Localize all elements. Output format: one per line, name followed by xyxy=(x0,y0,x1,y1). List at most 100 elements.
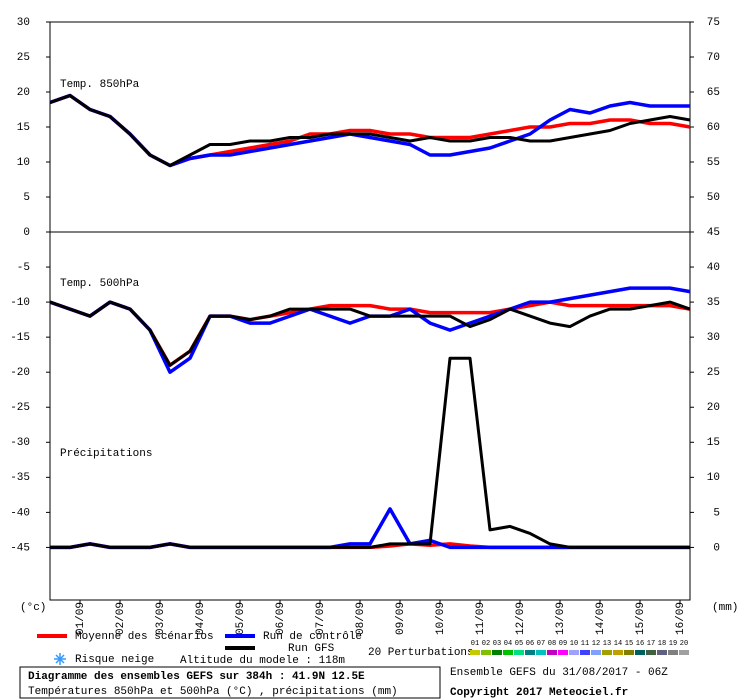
perturbation-swatch xyxy=(591,650,601,655)
run-info: Ensemble GEFS du 31/08/2017 - 06Z xyxy=(450,667,668,679)
x-tick-label: 10/09 xyxy=(435,602,447,635)
perturbation-swatch xyxy=(657,650,667,655)
y2-tick-label: 40 xyxy=(707,262,720,274)
legend-label: Moyenne des scénarios xyxy=(75,631,214,643)
chart-subtitle: Températures 850hPa et 500hPa (°C) , pré… xyxy=(28,686,398,698)
y2-tick-label: 35 xyxy=(707,297,720,309)
altitude-label: Altitude du modele : 118m xyxy=(180,655,345,667)
perturbation-number: 04 xyxy=(504,640,512,648)
x-tick-label: 11/09 xyxy=(475,602,487,635)
x-tick-label: 16/09 xyxy=(675,602,687,635)
perturbations-title: 20 Perturbations xyxy=(368,647,474,659)
y2-tick-label: 30 xyxy=(707,332,720,344)
perturbation-swatch xyxy=(668,650,678,655)
x-tick-label: 05/09 xyxy=(235,602,247,635)
y-tick-label: -30 xyxy=(10,437,30,449)
y2-tick-label: 75 xyxy=(707,17,720,29)
x-tick-label: 14/09 xyxy=(595,602,607,635)
perturbation-number: 01 xyxy=(471,640,479,648)
y-tick-label: 15 xyxy=(17,122,30,134)
y-tick-label: -10 xyxy=(10,297,30,309)
series-line xyxy=(49,286,691,374)
perturbation-number: 13 xyxy=(603,640,611,648)
y-tick-label: -15 xyxy=(10,332,30,344)
y2-tick-label: 45 xyxy=(707,227,720,239)
y2-tick-label: 25 xyxy=(707,367,720,379)
perturbation-swatch xyxy=(613,650,623,655)
y-tick-label: -45 xyxy=(10,542,30,554)
perturbation-swatch xyxy=(525,650,535,655)
panel-label: Temp. 500hPa xyxy=(60,278,140,290)
y2-tick-label: 15 xyxy=(707,437,720,449)
perturbation-number: 08 xyxy=(548,640,556,648)
perturbation-swatch xyxy=(635,650,645,655)
copyright: Copyright 2017 Meteociel.fr xyxy=(450,687,628,699)
y-tick-label: 10 xyxy=(17,157,30,169)
perturbation-number: 19 xyxy=(669,640,677,648)
perturbation-number: 09 xyxy=(559,640,567,648)
x-tick-label: 15/09 xyxy=(635,602,647,635)
perturbation-number: 03 xyxy=(493,640,501,648)
x-tick-label: 07/09 xyxy=(315,602,327,635)
y2-tick-label: 60 xyxy=(707,122,720,134)
panel-frame xyxy=(49,231,691,601)
chart-title: Diagramme des ensembles GEFS sur 384h : … xyxy=(28,671,365,683)
x-tick-label: 08/09 xyxy=(355,602,367,635)
perturbation-swatch xyxy=(602,650,612,655)
perturbation-swatch xyxy=(624,650,634,655)
y-tick-label: -25 xyxy=(10,402,30,414)
perturbation-number: 06 xyxy=(526,640,534,648)
perturbation-swatch xyxy=(646,650,656,655)
perturbation-number: 18 xyxy=(658,640,666,648)
y-tick-label: 0 xyxy=(23,227,30,239)
y-unit: (°c) xyxy=(20,602,46,614)
perturbation-swatch xyxy=(514,650,524,655)
y2-tick-label: 0 xyxy=(713,542,720,554)
series-line xyxy=(50,507,690,550)
x-tick-label: 13/09 xyxy=(555,602,567,635)
perturbation-swatch xyxy=(503,650,513,655)
y-tick-label: -5 xyxy=(17,262,30,274)
legend-label: Run de contrôle xyxy=(263,631,362,643)
perturbation-number: 07 xyxy=(537,640,545,648)
x-tick-label: 06/09 xyxy=(275,602,287,635)
y-tick-label: 30 xyxy=(17,17,30,29)
y2-tick-label: 50 xyxy=(707,192,720,204)
y-tick-label: 20 xyxy=(17,87,30,99)
perturbation-number: 10 xyxy=(570,640,578,648)
y2-tick-label: 10 xyxy=(707,472,720,484)
x-tick-label: 02/09 xyxy=(115,602,127,635)
perturbation-swatch xyxy=(569,650,579,655)
panel-label: Précipitations xyxy=(60,448,152,460)
perturbation-number: 12 xyxy=(592,640,600,648)
perturbation-swatch xyxy=(558,650,568,655)
snow-risk-label: Risque neige xyxy=(75,654,154,666)
snow-icon xyxy=(54,653,66,665)
y2-tick-label: 20 xyxy=(707,402,720,414)
y-tick-label: 25 xyxy=(17,52,30,64)
perturbation-swatch xyxy=(492,650,502,655)
perturbation-number: 15 xyxy=(625,640,633,648)
perturbation-number: 17 xyxy=(647,640,655,648)
y-tick-label: 5 xyxy=(23,192,30,204)
y-tick-label: -40 xyxy=(10,507,30,519)
y2-tick-label: 65 xyxy=(707,87,720,99)
perturbation-swatch xyxy=(547,650,557,655)
x-tick-label: 12/09 xyxy=(515,602,527,635)
perturbation-swatch xyxy=(481,650,491,655)
perturbation-number: 02 xyxy=(482,640,490,648)
x-tick-label: 04/09 xyxy=(195,602,207,635)
legend-label: Run GFS xyxy=(288,643,335,655)
series-line xyxy=(49,300,691,367)
x-tick-label: 03/09 xyxy=(155,602,167,635)
y2-unit: (mm) xyxy=(712,602,738,614)
perturbation-swatch xyxy=(470,650,480,655)
perturbation-number: 16 xyxy=(636,640,644,648)
y2-tick-label: 55 xyxy=(707,157,720,169)
x-tick-label: 09/09 xyxy=(395,602,407,635)
perturbation-number: 14 xyxy=(614,640,622,648)
panel-label: Temp. 850hPa xyxy=(60,79,140,91)
panel-frame xyxy=(49,21,691,233)
x-tick-label: 01/09 xyxy=(75,602,87,635)
